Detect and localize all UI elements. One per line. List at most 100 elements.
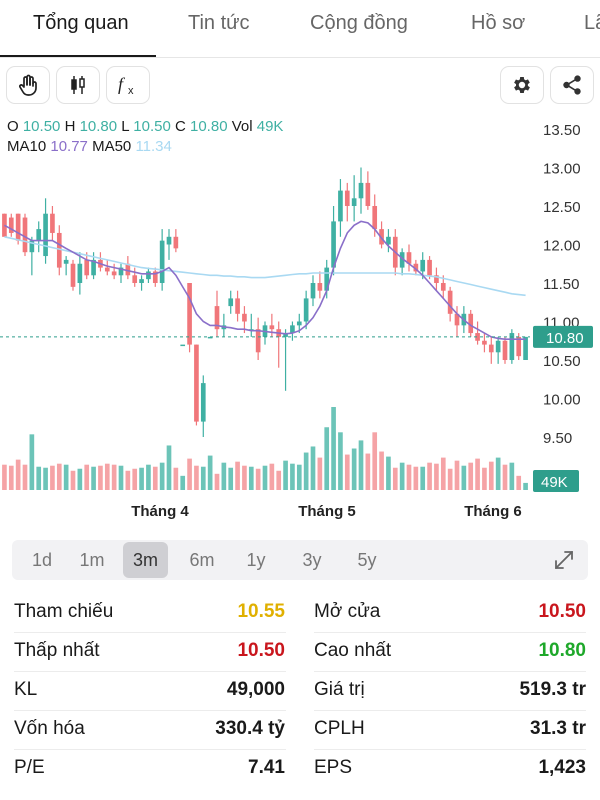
- gear-icon: [514, 77, 530, 93]
- volume-bar: [344, 454, 350, 490]
- range-1d[interactable]: 1d: [31, 550, 53, 570]
- candle-body: [269, 325, 275, 330]
- volume-bar: [386, 456, 391, 490]
- candle-body: [406, 252, 412, 264]
- volume-bar: [104, 463, 110, 490]
- volume-bar: [36, 466, 42, 490]
- candle-body: [146, 271, 151, 280]
- tab-more[interactable]: Lã: [584, 12, 600, 34]
- volume-bar: [488, 461, 494, 490]
- volume-bar: [91, 466, 96, 490]
- candle-body: [420, 259, 426, 272]
- volume-bar: [468, 462, 474, 490]
- indicator-button[interactable]: f x: [106, 66, 150, 104]
- stat-value-shares: 31.3 tr: [530, 718, 586, 739]
- active-tab-indicator: [0, 55, 156, 57]
- candle-body: [413, 263, 419, 272]
- y-tick-label: 9.50: [543, 430, 572, 447]
- volume-bar: [399, 462, 405, 490]
- candle-body: [84, 259, 90, 276]
- function-icon: f x: [118, 74, 134, 97]
- tab-community[interactable]: Cộng đồng: [310, 12, 408, 34]
- chart-type-button[interactable]: [56, 66, 100, 104]
- candle-body: [159, 240, 165, 283]
- stat-label-high: Cao nhất: [314, 640, 392, 661]
- candle-body: [8, 217, 14, 233]
- volume-bar: [324, 427, 330, 490]
- ma10-label: MA10: [7, 138, 47, 155]
- candle-body: [344, 190, 350, 206]
- tab-news[interactable]: Tin tức: [188, 12, 250, 34]
- volume-bar: [317, 457, 323, 490]
- stat-value-eps: 1,423: [538, 757, 586, 778]
- candle-body: [317, 283, 323, 291]
- volume-bar: [180, 475, 186, 490]
- volume-bar: [63, 464, 69, 490]
- expand-icon[interactable]: [552, 548, 576, 572]
- candle-body: [255, 329, 261, 353]
- range-3y[interactable]: 3y: [302, 550, 322, 570]
- candle-body: [173, 236, 179, 249]
- tab-profile[interactable]: Hồ sơ: [471, 12, 526, 34]
- candlestick-icon: [71, 76, 85, 94]
- divider: [14, 710, 286, 711]
- volume-bar: [118, 465, 124, 490]
- candle-body: [495, 340, 501, 353]
- volume-bar: [482, 467, 487, 490]
- volume-bar: [125, 470, 131, 490]
- range-1m[interactable]: 1m: [79, 550, 105, 570]
- candle-body: [125, 263, 131, 276]
- volume-bar: [77, 468, 83, 490]
- candle-body: [324, 267, 330, 291]
- volume-bar: [351, 448, 357, 490]
- stat-value-reference: 10.55: [237, 601, 285, 622]
- volume-bar: [173, 467, 179, 490]
- share-button[interactable]: [550, 66, 594, 104]
- candle-body: [351, 198, 357, 206]
- volume-bar: [43, 467, 48, 490]
- volume-bar: [166, 445, 172, 490]
- volume-bar: [111, 464, 117, 490]
- volume-bar: [372, 432, 378, 490]
- candle-body: [235, 298, 240, 314]
- candle-body: [447, 290, 453, 314]
- volume-bar: [132, 468, 138, 490]
- last-price-tag: [533, 325, 593, 348]
- range-6m[interactable]: 6m: [189, 550, 215, 570]
- candle-body: [502, 340, 508, 360]
- volume-bar: [8, 465, 14, 490]
- candle-body: [516, 336, 522, 357]
- y-tick-label: 10.50: [543, 353, 581, 370]
- volume-bar: [152, 466, 158, 490]
- hand-tool-button[interactable]: [6, 66, 50, 104]
- candle-body: [283, 333, 288, 337]
- ma50-value: 11.34: [135, 138, 172, 155]
- candle-body: [379, 229, 384, 245]
- volume-bar: [413, 466, 419, 490]
- stat-label-pe: P/E: [14, 757, 45, 778]
- range-3m[interactable]: 3m: [123, 542, 168, 578]
- tab-overview[interactable]: Tổng quan: [33, 12, 129, 34]
- close-value: 10.80: [190, 118, 228, 135]
- price-chart[interactable]: 13.5013.0012.5012.0011.5011.0010.5010.00…: [0, 112, 600, 527]
- volume-bar: [365, 453, 371, 490]
- range-1y[interactable]: 1y: [246, 550, 266, 570]
- volume-bar: [255, 468, 261, 490]
- volume-bar: [235, 461, 240, 490]
- y-tick-label: 10.00: [543, 392, 581, 409]
- divider: [314, 632, 586, 633]
- candle-body: [372, 206, 378, 230]
- candle-body: [475, 333, 480, 341]
- stat-label-open: Mở cửa: [314, 601, 381, 622]
- share-icon: [563, 75, 581, 95]
- last-volume-label: 49K: [541, 474, 568, 491]
- volume-bar: [276, 470, 282, 490]
- candle-body: [70, 263, 76, 287]
- settings-button[interactable]: [500, 66, 544, 104]
- range-5y[interactable]: 5y: [357, 550, 377, 570]
- volume-bar: [214, 473, 220, 490]
- candle-body: [303, 298, 309, 322]
- candle-body: [214, 306, 220, 330]
- volume-bar: [406, 464, 412, 490]
- volume-bar: [262, 465, 268, 490]
